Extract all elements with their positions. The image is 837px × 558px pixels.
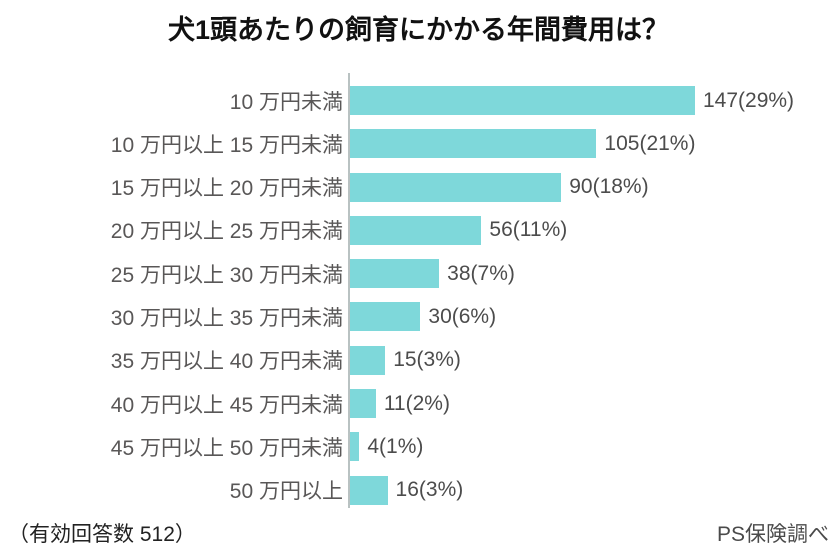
value-label: 38(7%) <box>447 261 515 285</box>
bar-row: 40 万円以上 45 万円未満 11(2%) <box>0 389 837 419</box>
bar-cell: 30(6%) <box>350 302 837 332</box>
bar <box>350 475 388 505</box>
bar-row: 10 万円未満 147(29%) <box>0 86 837 115</box>
bar-row: 15 万円以上 20 万円未満 90(18%) <box>0 172 837 202</box>
bar-row: 10 万円以上 15 万円未満 105(21%) <box>0 129 837 159</box>
category-label: 30 万円以上 35 万円未満 <box>110 306 343 330</box>
category-label: 10 万円未満 <box>229 90 343 114</box>
category-label: 45 万円以上 50 万円未満 <box>110 436 343 460</box>
category-label: 50 万円以上 <box>229 480 343 504</box>
value-label: 11(2%) <box>383 391 450 415</box>
bar <box>350 432 360 462</box>
value-label: 30(6%) <box>428 304 497 328</box>
category-label: 15 万円以上 20 万円未満 <box>110 177 343 201</box>
value-label: 4(1%) <box>367 434 424 458</box>
bar <box>350 86 695 115</box>
bar-rows: 10 万円未満 147(29%) 10 万円以上 15 万円未満 105(21%… <box>0 86 837 505</box>
footnote-sample-size: （有効回答数 512） <box>8 523 196 546</box>
category-label: 25 万円以上 30 万円未満 <box>110 263 343 287</box>
bar-cell: 56(11%) <box>350 215 837 245</box>
bar-cell: 90(18%) <box>350 172 837 202</box>
bar-cell: 16(3%) <box>350 475 837 505</box>
bar-row: 50 万円以上 16(3%) <box>0 475 837 505</box>
value-label: 105(21%) <box>604 131 696 155</box>
chart-title: 犬1頭あたりの飼育にかかる年間費用は？ <box>167 15 669 45</box>
value-label: 90(18%) <box>569 175 649 199</box>
bar-chart: 10 万円未満 147(29%) 10 万円以上 15 万円未満 105(21%… <box>0 86 837 505</box>
value-label: 16(3%) <box>395 478 464 502</box>
bar-cell: 105(21%) <box>350 129 837 159</box>
bar <box>350 302 421 332</box>
bar-cell: 4(1%) <box>350 432 837 462</box>
value-label: 15(3%) <box>393 348 461 372</box>
bar <box>350 345 386 375</box>
bar-row: 35 万円以上 40 万円未満 15(3%) <box>0 345 837 375</box>
bar-cell: 15(3%) <box>350 345 837 375</box>
footnote-source: PS保険調べ <box>716 523 829 546</box>
bar-row: 45 万円以上 50 万円未満 4(1%) <box>0 432 837 462</box>
bar-cell: 11(2%) <box>350 389 837 419</box>
chart-footer: （有効回答数 512） PS保険調べ <box>8 518 829 548</box>
bar-row: 20 万円以上 25 万円未満 56(11%) <box>0 215 837 245</box>
category-label: 40 万円以上 45 万円未満 <box>110 393 343 417</box>
bar <box>350 172 562 202</box>
value-label: 56(11%) <box>489 218 568 242</box>
bar <box>350 215 482 245</box>
category-label: 10 万円以上 15 万円未満 <box>110 133 343 157</box>
value-label: 147(29%) <box>703 88 795 112</box>
category-label: 35 万円以上 40 万円未満 <box>110 350 343 374</box>
bar <box>350 389 376 419</box>
y-axis-line <box>348 73 350 508</box>
bar-row: 30 万円以上 35 万円未満 30(6%) <box>0 302 837 332</box>
bar-row: 25 万円以上 30 万円未満 38(7%) <box>0 259 837 289</box>
bar-cell: 147(29%) <box>350 86 837 115</box>
bar <box>350 259 440 289</box>
category-label: 20 万円以上 25 万円未満 <box>110 220 343 244</box>
bar <box>350 129 597 159</box>
bar-cell: 38(7%) <box>350 259 837 289</box>
